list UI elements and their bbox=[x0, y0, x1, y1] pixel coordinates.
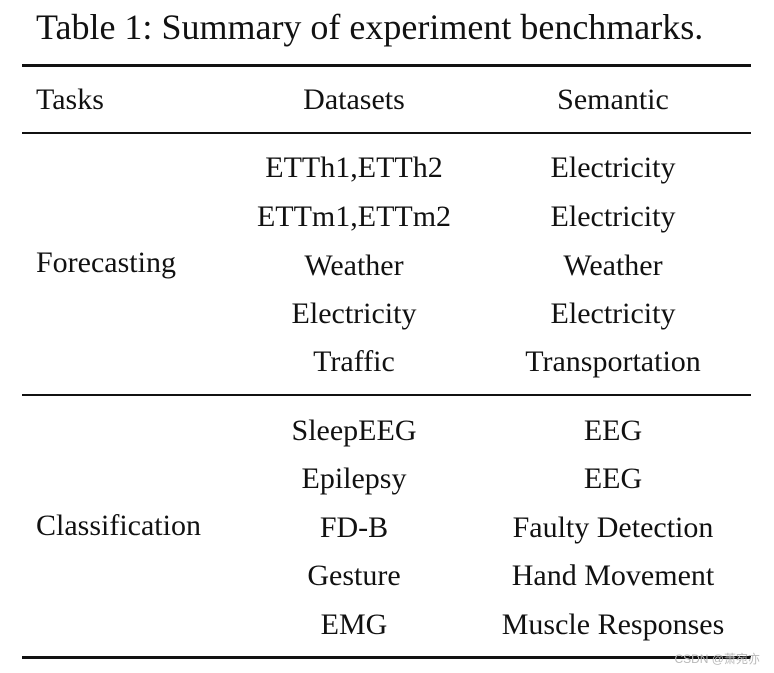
dataset-cell: Epilepsy bbox=[301, 462, 407, 495]
header-datasets: Datasets bbox=[303, 83, 405, 116]
task-classification: Classification bbox=[36, 509, 201, 542]
dataset-cell: EMG bbox=[320, 608, 388, 641]
semantic-cell: Electricity bbox=[550, 200, 676, 233]
bottom-rule bbox=[22, 656, 751, 659]
top-rule bbox=[22, 64, 751, 67]
dataset-cell: Electricity bbox=[291, 297, 417, 330]
header-rule bbox=[22, 132, 751, 134]
semantic-cell: EEG bbox=[583, 414, 643, 447]
semantic-cell: Electricity bbox=[550, 297, 676, 330]
semantic-cell: Muscle Responses bbox=[501, 608, 725, 641]
dataset-cell: FD-B bbox=[319, 511, 389, 544]
header-semantic: Semantic bbox=[557, 83, 669, 116]
header-tasks: Tasks bbox=[36, 83, 104, 116]
dataset-cell: Weather bbox=[304, 249, 404, 282]
group-rule bbox=[22, 394, 751, 396]
dataset-cell: SleepEEG bbox=[291, 414, 417, 447]
dataset-cell: ETTh1,ETTh2 bbox=[265, 151, 443, 184]
semantic-cell: Hand Movement bbox=[511, 559, 715, 592]
semantic-cell: EEG bbox=[583, 462, 643, 495]
task-forecasting: Forecasting bbox=[36, 246, 176, 279]
watermark: CSDN @萧宛亦 bbox=[674, 652, 760, 666]
semantic-cell: Faulty Detection bbox=[512, 511, 714, 544]
dataset-cell: Traffic bbox=[313, 345, 395, 378]
semantic-cell: Electricity bbox=[550, 151, 676, 184]
semantic-cell: Weather bbox=[563, 249, 663, 282]
dataset-cell: ETTm1,ETTm2 bbox=[256, 200, 452, 233]
table-caption: Table 1: Summary of experiment benchmark… bbox=[36, 7, 704, 47]
dataset-cell: Gesture bbox=[307, 559, 401, 592]
semantic-cell: Transportation bbox=[525, 345, 701, 378]
